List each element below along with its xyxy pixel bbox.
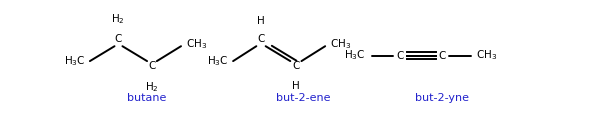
Text: H: H xyxy=(257,16,265,26)
Text: H$_3$C: H$_3$C xyxy=(344,49,365,62)
Text: but-2-yne: but-2-yne xyxy=(415,93,469,103)
Text: H$_3$C: H$_3$C xyxy=(64,54,85,68)
Text: H: H xyxy=(292,81,300,91)
Text: C: C xyxy=(292,61,299,71)
Text: H$_2$: H$_2$ xyxy=(145,81,158,95)
Text: C: C xyxy=(115,34,122,44)
Text: CH$_3$: CH$_3$ xyxy=(476,49,497,62)
Text: H$_3$C: H$_3$C xyxy=(207,54,229,68)
Text: CH$_3$: CH$_3$ xyxy=(185,37,207,51)
Text: C: C xyxy=(257,34,265,44)
Text: C: C xyxy=(148,61,155,71)
Text: C: C xyxy=(439,50,446,60)
Text: H$_2$: H$_2$ xyxy=(112,12,125,26)
Text: butane: butane xyxy=(127,93,167,103)
Text: C: C xyxy=(396,50,403,60)
Text: but-2-ene: but-2-ene xyxy=(275,93,330,103)
Text: CH$_3$: CH$_3$ xyxy=(330,37,351,51)
